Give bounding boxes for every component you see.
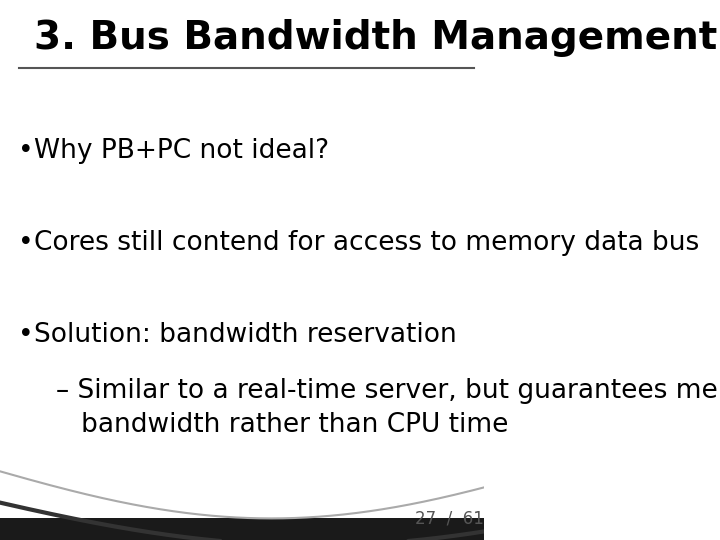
Text: •: • [19, 322, 34, 348]
Bar [0, 518, 484, 540]
Text: •: • [19, 138, 34, 164]
Text: Cores still contend for access to memory data bus: Cores still contend for access to memory… [34, 230, 699, 256]
Text: Why PB+PC not ideal?: Why PB+PC not ideal? [34, 138, 329, 164]
Text: 3. Bus Bandwidth Management: 3. Bus Bandwidth Management [34, 19, 717, 57]
Text: Solution: bandwidth reservation: Solution: bandwidth reservation [34, 322, 456, 348]
Text: – Similar to a real-time server, but guarantees memory
   bandwidth rather than : – Similar to a real-time server, but gua… [55, 377, 720, 438]
Text: 27  /  61: 27 / 61 [415, 509, 484, 528]
Text: •: • [19, 230, 34, 256]
